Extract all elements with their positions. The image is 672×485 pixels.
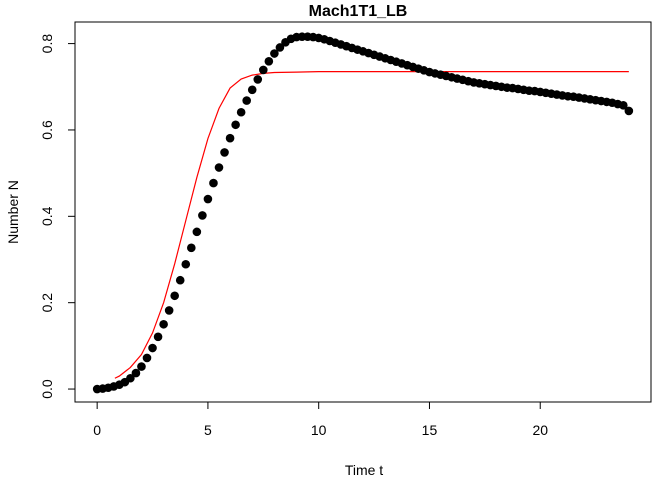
y-tick-label: 0.0: [39, 379, 55, 399]
data-point: [126, 373, 135, 383]
data-point: [225, 133, 235, 143]
data-point: [187, 243, 196, 253]
data-point: [624, 106, 634, 116]
data-point: [192, 227, 202, 237]
data-point: [164, 306, 174, 315]
data-point: [175, 275, 185, 285]
x-tick-label: 5: [204, 422, 212, 438]
data-point: [270, 49, 279, 58]
y-tick-label: 0.8: [39, 34, 55, 54]
data-point: [148, 343, 157, 353]
plot-frame: [74, 21, 652, 403]
data-point: [181, 259, 191, 269]
x-tick-label: 0: [93, 422, 101, 438]
y-axis: 0.0 0.2 0.4 0.6 0.8: [39, 34, 76, 399]
data-point: [142, 353, 152, 363]
fit-curve-line: [114, 71, 629, 379]
x-tick-label: 15: [422, 422, 438, 438]
y-tick-label: 0.6: [39, 120, 55, 140]
data-point: [242, 96, 251, 105]
data-point: [170, 291, 179, 301]
data-point: [259, 65, 268, 75]
data-point: [220, 148, 229, 157]
y-tick-label: 0.4: [39, 206, 55, 226]
data-point: [198, 211, 207, 220]
data-point: [214, 163, 224, 172]
data-point: [275, 43, 285, 52]
x-tick-label: 20: [532, 422, 548, 438]
data-point: [209, 178, 218, 188]
chart-title: Mach1T1_LB: [309, 3, 408, 20]
x-tick-label: 10: [311, 422, 327, 438]
data-point: [236, 107, 246, 117]
data-point: [253, 75, 263, 84]
data-point: [264, 57, 274, 66]
y-axis-label: Number N: [5, 180, 21, 244]
data-point: [231, 120, 240, 130]
data-point: [159, 319, 168, 329]
data-point: [203, 194, 213, 204]
x-axis: 0 5 10 15 20: [93, 401, 548, 438]
y-tick-label: 0.2: [39, 293, 55, 313]
data-point: [247, 85, 257, 95]
data-point: [619, 101, 628, 110]
x-axis-label: Time t: [345, 462, 383, 478]
data-points-series: [92, 32, 634, 394]
fit-line-series: [114, 71, 629, 379]
data-point: [137, 362, 146, 371]
data-point: [153, 332, 163, 342]
data-point: [131, 368, 141, 378]
